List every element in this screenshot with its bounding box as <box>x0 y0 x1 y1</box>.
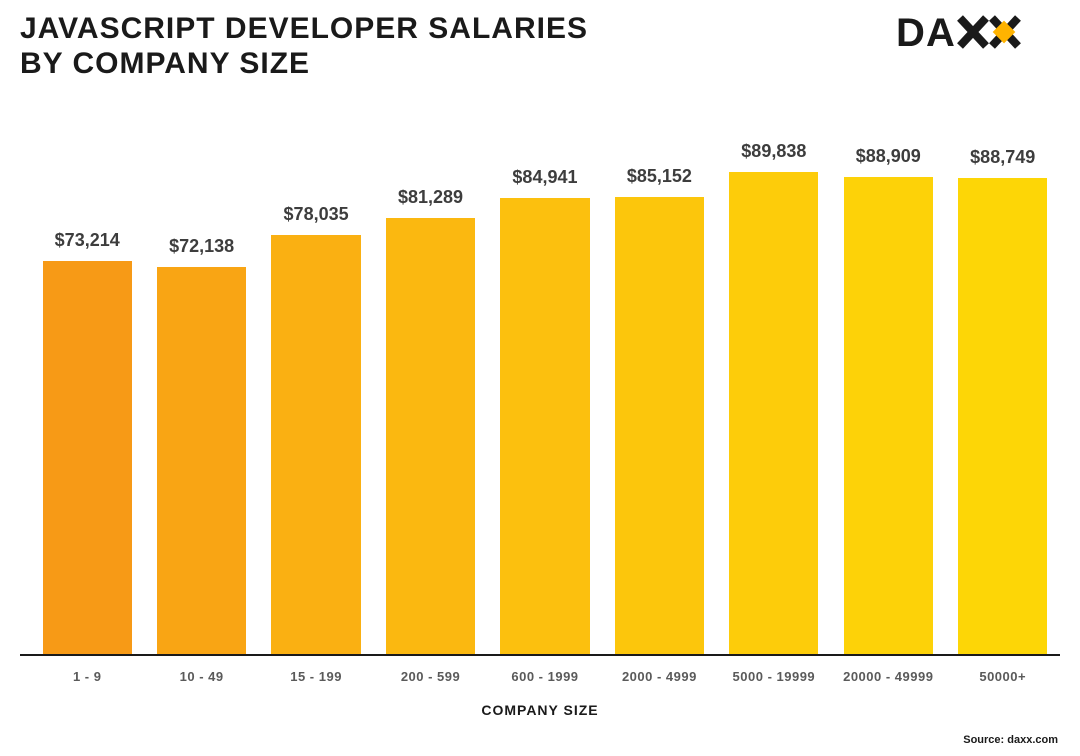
logo-text-x1 <box>960 18 986 46</box>
bar <box>615 197 704 654</box>
bar-value-label: $85,152 <box>627 166 692 187</box>
bar-column: $84,941 <box>488 100 602 654</box>
bar <box>157 267 246 654</box>
bar-column: $78,035 <box>259 100 373 654</box>
bar <box>500 198 589 654</box>
bar <box>271 235 360 654</box>
category-label: 10 - 49 <box>144 669 258 684</box>
bar-value-label: $89,838 <box>741 141 806 162</box>
title-line-2: BY COMPANY SIZE <box>20 47 310 80</box>
bar-column: $88,749 <box>946 100 1060 654</box>
bar-column: $85,152 <box>602 100 716 654</box>
bar <box>386 218 475 654</box>
bar-column: $73,214 <box>30 100 144 654</box>
category-labels-row: 1 - 910 - 4915 - 199200 - 599600 - 19992… <box>30 669 1060 684</box>
bar <box>844 177 933 654</box>
bar-column: $72,138 <box>144 100 258 654</box>
category-label: 1 - 9 <box>30 669 144 684</box>
category-label: 2000 - 4999 <box>602 669 716 684</box>
bar-value-label: $88,749 <box>970 147 1035 168</box>
category-label: 20000 - 49999 <box>831 669 945 684</box>
category-label: 5000 - 19999 <box>717 669 831 684</box>
logo-text-d: D <box>896 12 925 55</box>
category-label: 200 - 599 <box>373 669 487 684</box>
bar-value-label: $88,909 <box>856 146 921 167</box>
bar-value-label: $73,214 <box>55 230 120 251</box>
logo-text-a: A <box>926 12 955 55</box>
bar-column: $81,289 <box>373 100 487 654</box>
x-axis-line <box>20 654 1060 656</box>
title-line-1: JAVASCRIPT DEVELOPER SALARIES <box>20 12 588 45</box>
category-label: 15 - 199 <box>259 669 373 684</box>
bar <box>43 261 132 654</box>
category-label: 50000+ <box>946 669 1060 684</box>
bar-value-label: $81,289 <box>398 187 463 208</box>
bar-chart: $73,214 $72,138 $78,035 $81,289 $84,941 $85,1… <box>20 100 1060 696</box>
source-attribution: Source: daxx.com <box>963 734 1058 746</box>
chart-title: JAVASCRIPT DEVELOPER SALARIES BY COMPANY… <box>20 12 588 81</box>
bars-container: $73,214 $72,138 $78,035 $81,289 $84,941 $85,1… <box>30 100 1060 654</box>
bar-column: $88,909 <box>831 100 945 654</box>
bar-value-label: $72,138 <box>169 236 234 257</box>
bar-column: $89,838 <box>717 100 831 654</box>
x-axis-title: COMPANY SIZE <box>20 702 1060 718</box>
bar <box>958 178 1047 654</box>
bar <box>729 172 818 654</box>
bar-value-label: $84,941 <box>512 167 577 188</box>
category-label: 600 - 1999 <box>488 669 602 684</box>
bar-value-label: $78,035 <box>284 204 349 225</box>
daxx-logo: D A <box>896 12 1056 56</box>
